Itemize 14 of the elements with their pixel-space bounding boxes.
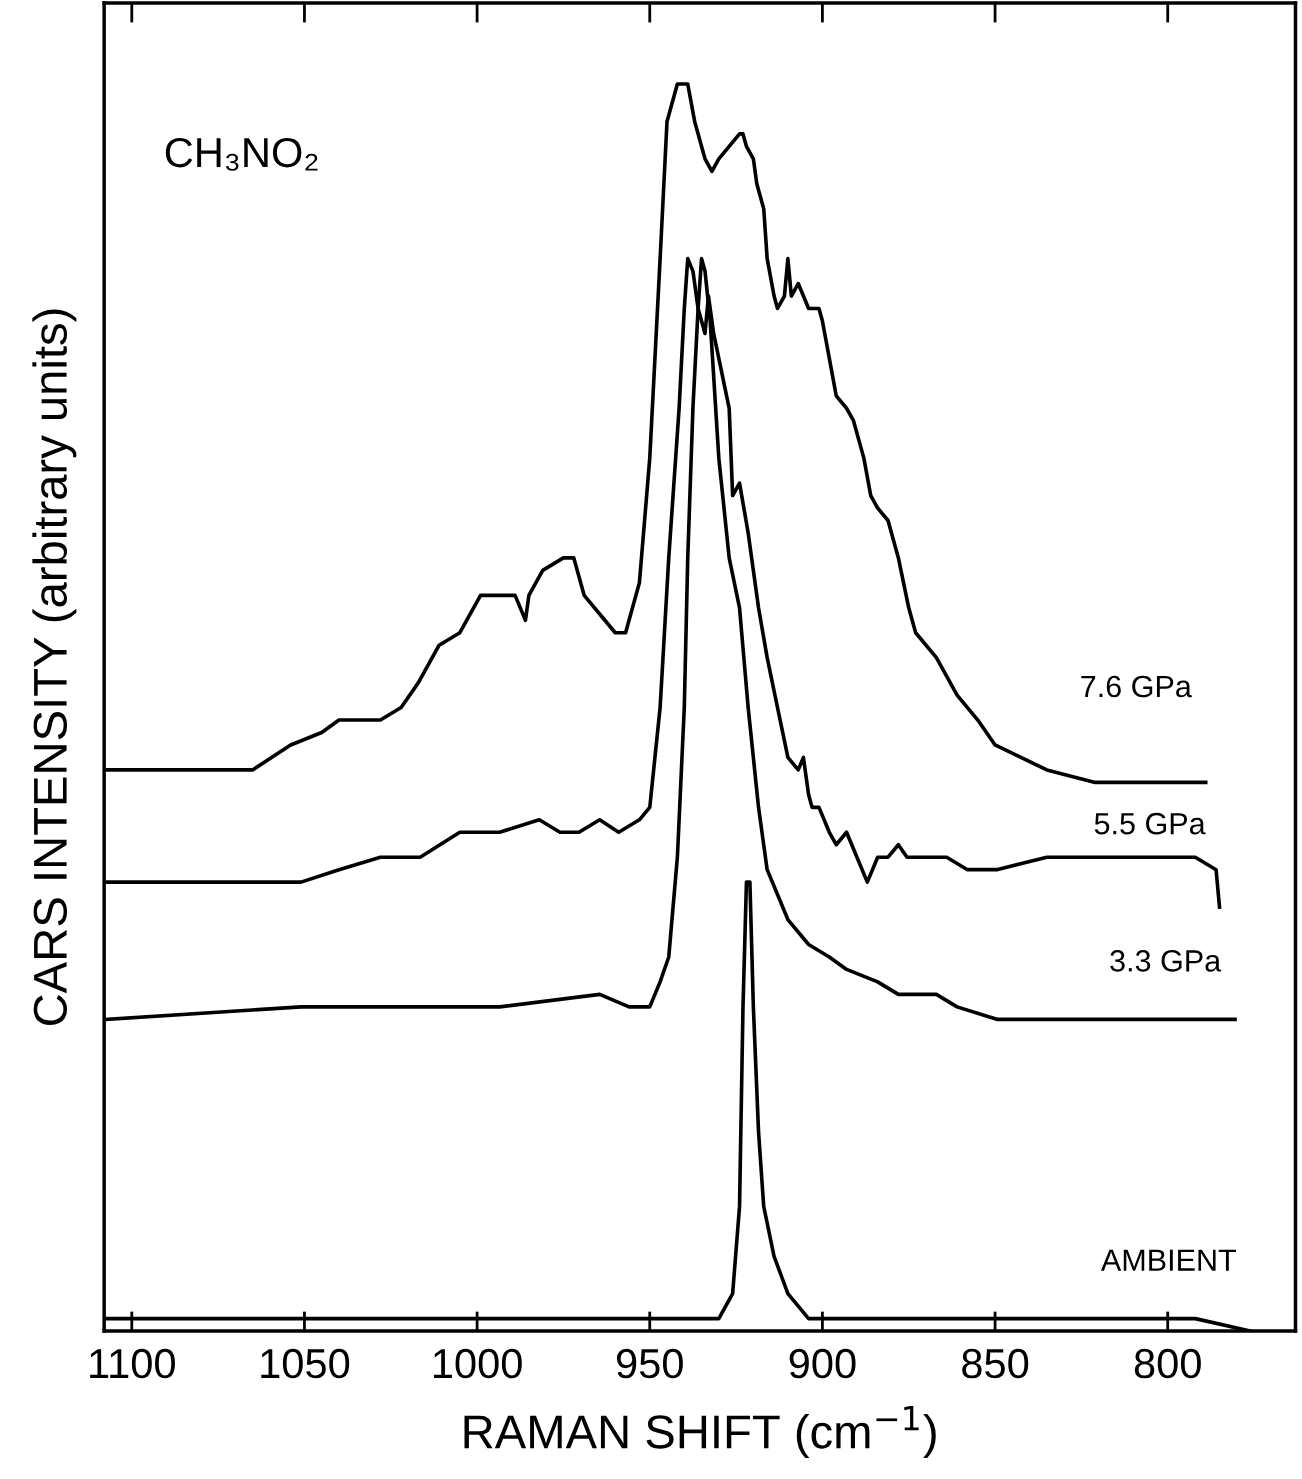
text: 7.6 GPa [1081,675,1192,698]
x-axis-title: RAMAN SHIFT (cm$^{−1}$) [464,1406,936,1459]
x-tick-label: 800 [1134,1348,1201,1379]
x-tick-label: 950 [616,1348,683,1379]
x-tick-label: 1100 [90,1348,175,1379]
x-tick-label: 1050 [261,1348,350,1379]
annotation: CH₃NO₂ [165,137,318,171]
series-label: 5.5 GPa [1094,812,1206,835]
series-label: 3.3 GPa [1110,950,1222,972]
series-label: AMBIENT [1100,1249,1237,1271]
x-tick-label: 900 [789,1348,856,1379]
y-axis-title: CARS INTENSITY (arbitrary units) [32,309,77,1025]
x-tick-label: 1000 [433,1348,522,1379]
x-tick-label: 850 [962,1348,1029,1379]
